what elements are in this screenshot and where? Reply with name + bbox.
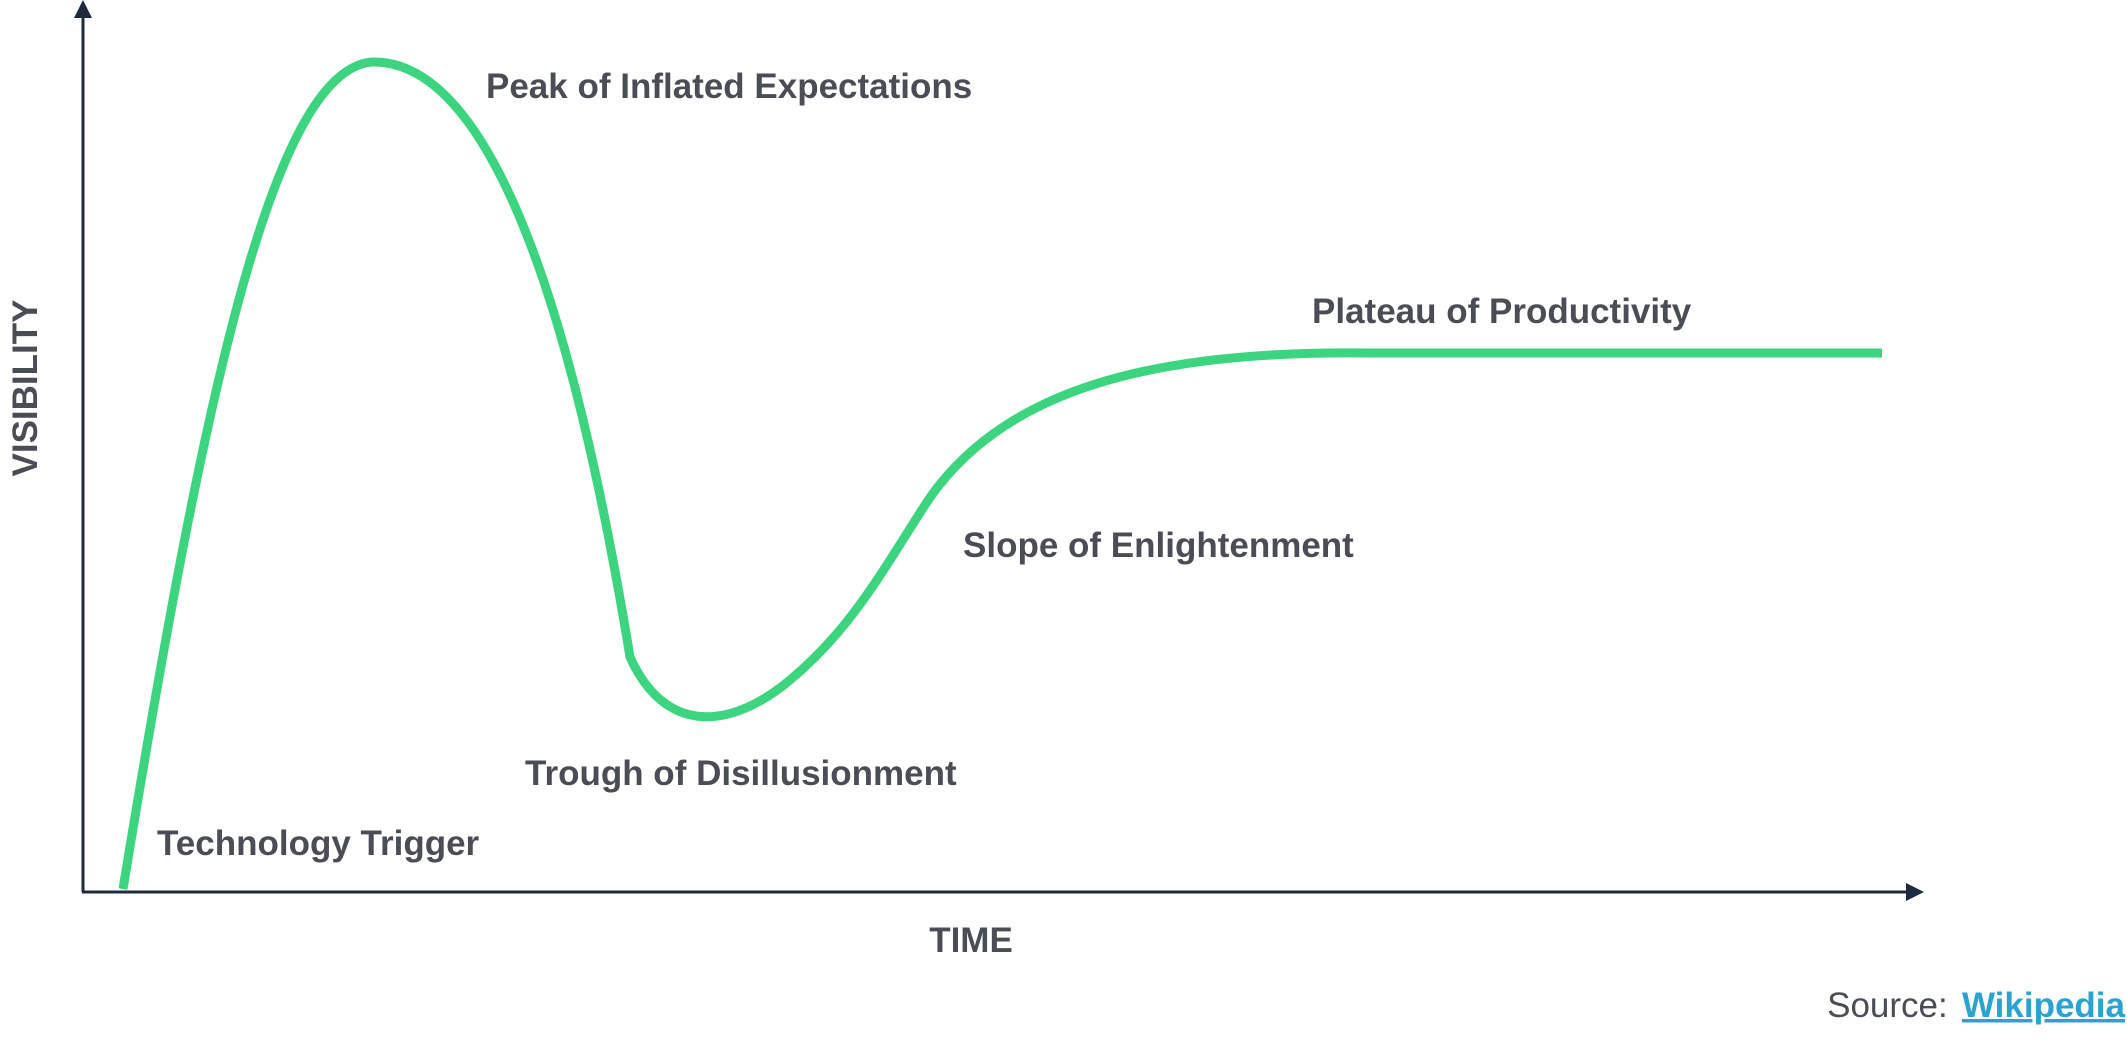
label-slope-of-enlightenment: Slope of Enlightenment [963, 526, 1354, 565]
label-trough-of-disillusionment: Trough of Disillusionment [525, 754, 957, 793]
label-peak-of-inflated-expectations: Peak of Inflated Expectations [486, 67, 972, 106]
source-prefix: Source: [1827, 986, 1957, 1025]
y-axis-arrow-icon [74, 0, 92, 18]
label-plateau-of-productivity: Plateau of Productivity [1312, 292, 1692, 331]
source-link-wikipedia[interactable]: Wikipedia [1962, 986, 2126, 1025]
x-axis-label: TIME [929, 921, 1013, 960]
y-axis-label: VISIBILITY [6, 300, 45, 477]
hype-cycle-curve [118, 57, 1882, 890]
label-technology-trigger: Technology Trigger [157, 824, 480, 863]
axes [74, 0, 1924, 901]
source-credit: Source: Wikipedia [1827, 986, 2125, 1025]
x-axis-arrow-icon [1906, 883, 1924, 901]
